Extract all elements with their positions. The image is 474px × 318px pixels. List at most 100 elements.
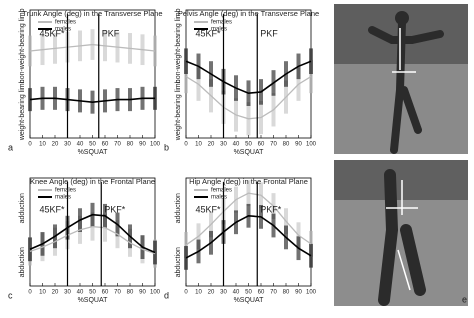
x-tick-label: 60 bbox=[102, 290, 109, 296]
x-tick-label: 20 bbox=[52, 290, 59, 296]
x-tick-label: 90 bbox=[139, 290, 146, 296]
chart: 45KF* PKF 0 10 20 30 40 50 60 70 80 90 100 %SQUAT Pelv… bbox=[164, 8, 319, 155]
subject bbox=[378, 169, 426, 306]
x-tick-label: 80 bbox=[283, 142, 290, 148]
x-tick-label: 0 bbox=[28, 290, 32, 296]
panel-label: b bbox=[164, 142, 169, 152]
series-line bbox=[185, 214, 312, 259]
annotation: PKF* bbox=[260, 204, 282, 214]
x-tick-label: 60 bbox=[102, 142, 109, 148]
legend-label: females bbox=[55, 188, 76, 194]
x-tick-label: 10 bbox=[39, 142, 46, 148]
legend-label: females bbox=[55, 20, 76, 26]
x-tick-label: 100 bbox=[306, 290, 317, 296]
legend-label: females bbox=[211, 20, 232, 26]
series-line bbox=[29, 213, 156, 254]
chart-title: Hip Angle (deg) in the Frontal Plane bbox=[189, 177, 308, 186]
x-tick-label: 10 bbox=[195, 142, 202, 148]
axis-overlay bbox=[392, 28, 416, 73]
chart-title: Knee Angle (deg) in the Frontal Plane bbox=[30, 177, 155, 186]
x-tick-label: 80 bbox=[283, 290, 290, 296]
x-tick-label: 70 bbox=[114, 290, 121, 296]
x-tick-label: 50 bbox=[245, 290, 252, 296]
panel-label: c bbox=[8, 290, 13, 300]
x-tick-label: 30 bbox=[64, 290, 71, 296]
y-label-bottom: weight-bearing limb bbox=[175, 79, 182, 141]
series-line bbox=[185, 192, 312, 246]
y-label-bottom: abduction bbox=[19, 247, 26, 277]
annotation: 45KF* bbox=[195, 204, 221, 214]
x-tick-label: 40 bbox=[77, 142, 84, 148]
series-line bbox=[185, 76, 312, 120]
legend-label: males bbox=[211, 27, 227, 33]
x-tick-label: 60 bbox=[258, 142, 265, 148]
x-tick-label: 0 bbox=[28, 142, 32, 148]
x-axis-label: %SQUAT bbox=[78, 297, 109, 304]
x-tick-label: 70 bbox=[270, 290, 277, 296]
y-label-bottom: abduction bbox=[175, 247, 182, 277]
x-tick-label: 90 bbox=[139, 142, 146, 148]
panel-label: e bbox=[462, 294, 467, 304]
x-tick-label: 80 bbox=[127, 290, 134, 296]
x-tick-label: 50 bbox=[89, 142, 96, 148]
axis-overlay bbox=[386, 180, 418, 291]
legend-label: males bbox=[211, 195, 227, 201]
x-tick-label: 90 bbox=[295, 142, 302, 148]
x-tick-label: 40 bbox=[233, 290, 240, 296]
series-line bbox=[29, 43, 156, 52]
x-tick-label: 50 bbox=[89, 290, 96, 296]
x-tick-label: 50 bbox=[245, 142, 252, 148]
x-tick-label: 40 bbox=[233, 142, 240, 148]
legend-label: males bbox=[55, 27, 71, 33]
x-tick-label: 10 bbox=[39, 290, 46, 296]
series-line bbox=[29, 225, 156, 255]
chart: 45KF* PKF 0 10 20 30 40 50 60 70 80 90 100 %SQUAT Trun… bbox=[8, 8, 163, 155]
x-tick-label: 20 bbox=[208, 290, 215, 296]
x-tick-label: 100 bbox=[150, 290, 161, 296]
x-tick-label: 90 bbox=[295, 290, 302, 296]
x-tick-label: 80 bbox=[127, 142, 134, 148]
subject-head bbox=[395, 11, 409, 25]
x-tick-label: 0 bbox=[184, 290, 188, 296]
chart: 45KF* PKF* 0 10 20 30 40 50 60 70 80 90 100 %SQUAT Hip… bbox=[164, 177, 317, 304]
x-axis-label: %SQUAT bbox=[234, 149, 265, 156]
x-tick-label: 70 bbox=[114, 142, 121, 148]
y-label-top: non-weight-bearing limb bbox=[175, 8, 182, 83]
x-tick-label: 10 bbox=[195, 290, 202, 296]
x-tick-label: 30 bbox=[220, 290, 227, 296]
annotation: PKF bbox=[260, 28, 278, 38]
chart-title: Pelvis Angle (deg) in the Transverse Pla… bbox=[178, 9, 319, 18]
x-tick-label: 100 bbox=[150, 142, 161, 148]
photo-panel: e bbox=[334, 4, 468, 306]
x-axis-label: %SQUAT bbox=[78, 149, 109, 156]
x-tick-label: 0 bbox=[184, 142, 188, 148]
y-label-top: adduction bbox=[175, 193, 182, 223]
annotation: PKF bbox=[102, 28, 120, 38]
x-tick-label: 70 bbox=[270, 142, 277, 148]
subject bbox=[368, 18, 444, 154]
series-line bbox=[185, 60, 312, 95]
y-label-bottom: weight-bearing limb bbox=[19, 79, 26, 141]
y-label-top: non-weight-bearing limb bbox=[19, 8, 26, 83]
x-tick-label: 30 bbox=[220, 142, 227, 148]
chart-title: Trunk Angle (deg) in the Transverse Plan… bbox=[22, 9, 162, 18]
x-tick-label: 100 bbox=[306, 142, 317, 148]
x-tick-label: 30 bbox=[64, 142, 71, 148]
panel-label: a bbox=[8, 142, 13, 152]
annotation: 45KF* bbox=[39, 28, 65, 38]
x-tick-label: 40 bbox=[77, 290, 84, 296]
x-tick-label: 20 bbox=[52, 142, 59, 148]
x-tick-label: 20 bbox=[208, 142, 215, 148]
photo-background bbox=[334, 160, 468, 200]
annotation: 45KF* bbox=[195, 28, 221, 38]
chart: 45KF* PKF* 0 10 20 30 40 50 60 70 80 90 100 %SQUAT Kne… bbox=[8, 177, 161, 304]
annotation: PKF* bbox=[104, 204, 126, 214]
panel-label: d bbox=[164, 290, 169, 300]
x-tick-label: 60 bbox=[258, 290, 265, 296]
x-axis-label: %SQUAT bbox=[234, 297, 265, 304]
y-label-top: adduction bbox=[19, 193, 26, 223]
annotation: 45KF* bbox=[39, 204, 65, 214]
series-line bbox=[29, 97, 155, 103]
legend-label: males bbox=[55, 195, 71, 201]
